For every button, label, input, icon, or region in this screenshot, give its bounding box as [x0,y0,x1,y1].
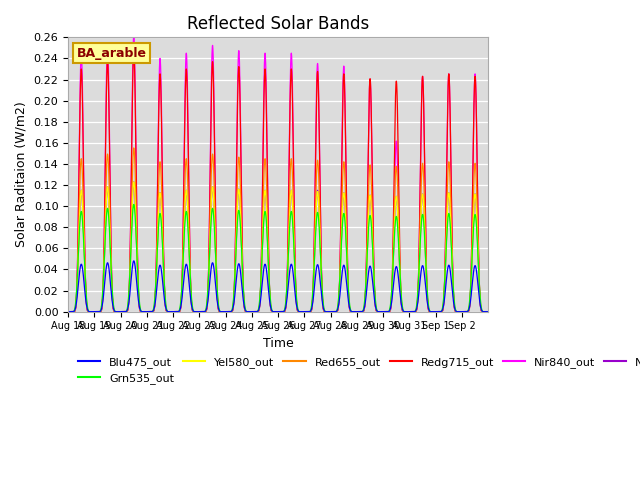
X-axis label: Time: Time [263,337,294,350]
Legend: Blu475_out, Grn535_out, Yel580_out, Red655_out, Redg715_out, Nir840_out, Nir945_: Blu475_out, Grn535_out, Yel580_out, Red6… [74,352,640,388]
Text: BA_arable: BA_arable [77,47,147,60]
Title: Reflected Solar Bands: Reflected Solar Bands [187,15,369,33]
Y-axis label: Solar Raditaion (W/m2): Solar Raditaion (W/m2) [15,102,28,247]
